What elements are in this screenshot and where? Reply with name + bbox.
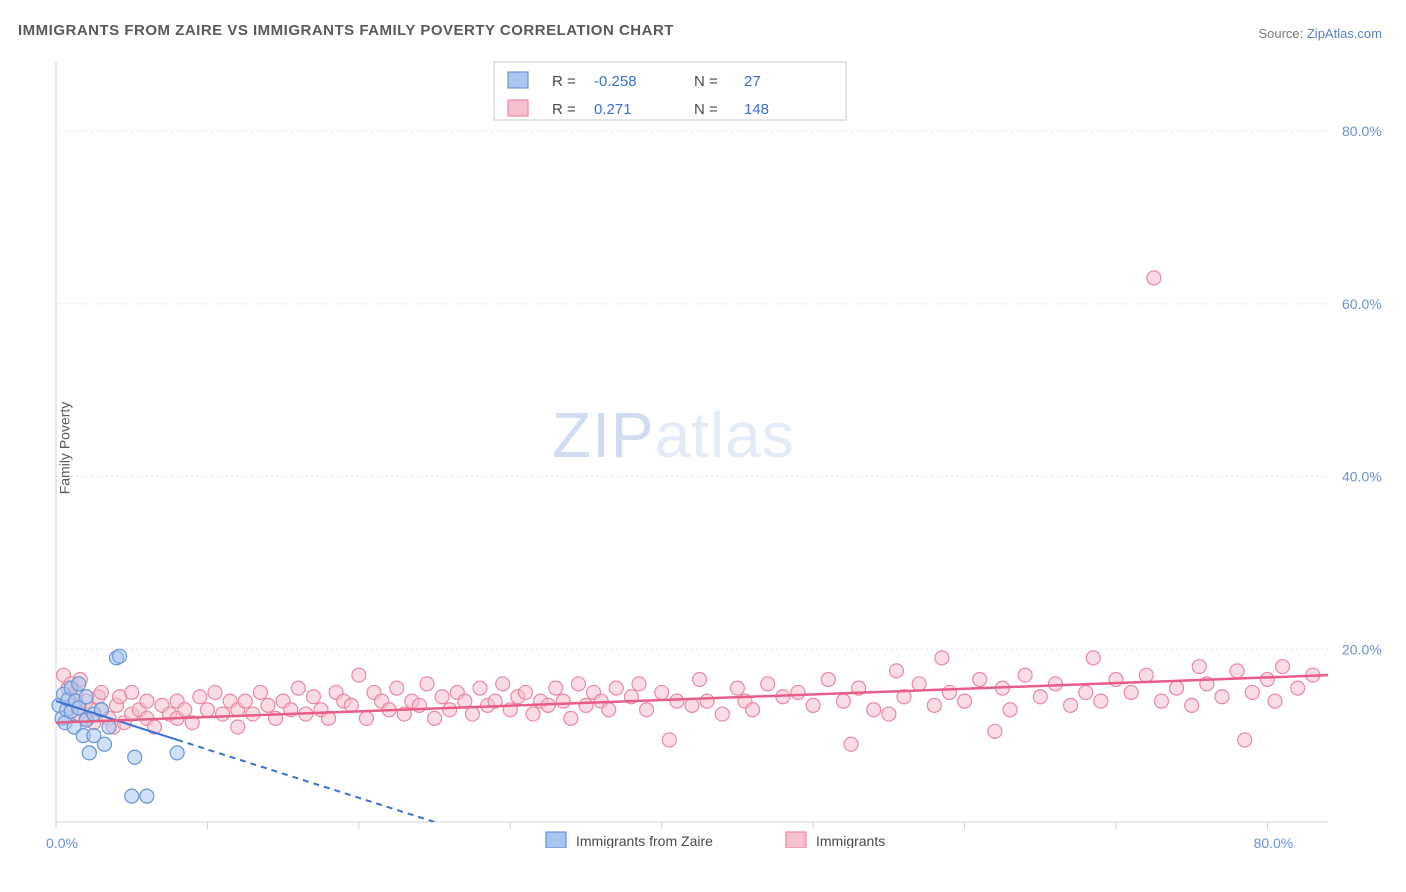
svg-text:-0.258: -0.258 (594, 73, 637, 90)
svg-text:R =: R = (552, 101, 576, 118)
chart-container: Family Poverty 20.0% 40.0% 60.0% 80.0% 0.0% 8… (46, 48, 1382, 848)
svg-text:ZIPatlas: ZIPatlas (552, 399, 795, 471)
svg-text:Immigrants from Zaire: Immigrants from Zaire (576, 833, 713, 848)
svg-text:N =: N = (694, 73, 718, 90)
scatter-chart: 20.0% 40.0% 60.0% 80.0% 0.0% 80.0% ZIPatlas R =… (46, 48, 1382, 848)
svg-text:80.0%: 80.0% (1342, 123, 1382, 139)
svg-text:0.0%: 0.0% (46, 835, 78, 848)
svg-text:Immigrants: Immigrants (816, 833, 885, 848)
svg-text:R =: R = (552, 73, 576, 90)
svg-text:27: 27 (744, 73, 761, 90)
source-value: ZipAtlas.com (1307, 26, 1382, 41)
svg-text:N =: N = (694, 101, 718, 118)
svg-text:20.0%: 20.0% (1342, 641, 1382, 657)
svg-text:40.0%: 40.0% (1342, 469, 1382, 485)
source-label: Source: (1258, 26, 1306, 41)
svg-text:80.0%: 80.0% (1254, 835, 1294, 848)
svg-text:0.271: 0.271 (594, 101, 632, 118)
source-attr: Source: ZipAtlas.com (1258, 26, 1382, 41)
y-axis-label: Family Poverty (56, 402, 72, 495)
svg-text:148: 148 (744, 101, 769, 118)
svg-text:60.0%: 60.0% (1342, 296, 1382, 312)
chart-title: IMMIGRANTS FROM ZAIRE VS IMMIGRANTS FAMI… (18, 22, 674, 39)
